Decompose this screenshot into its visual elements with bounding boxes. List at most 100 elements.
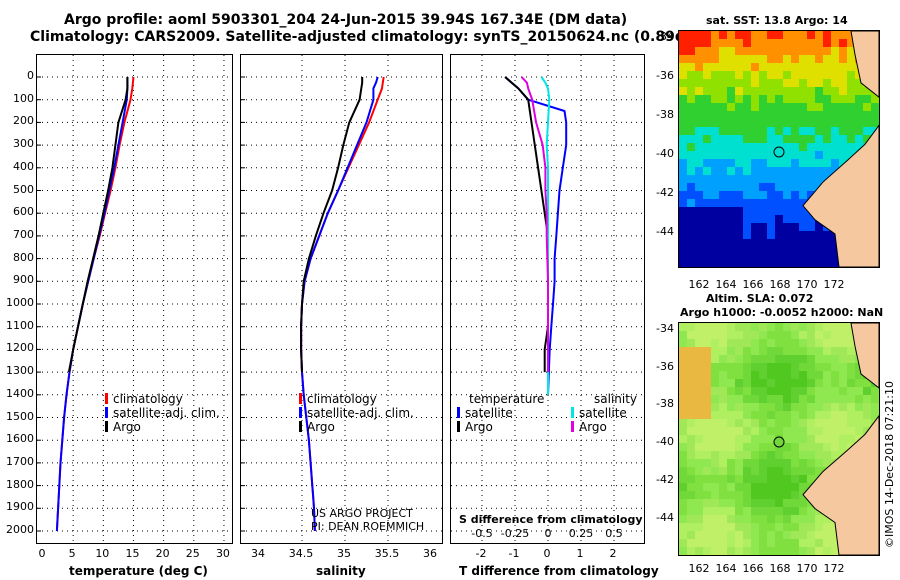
sst-cell — [847, 119, 855, 127]
sst-cell — [743, 207, 751, 215]
sst-cell — [823, 231, 831, 239]
sst-cell — [687, 215, 695, 223]
sla-cell — [751, 435, 759, 443]
sst-cell — [687, 47, 695, 55]
sst-cell — [799, 55, 807, 63]
sst-cell — [759, 167, 767, 175]
sla-cell — [743, 411, 751, 419]
sla-cell — [695, 379, 703, 387]
sst-cell — [799, 199, 807, 207]
sla-cell — [775, 355, 783, 363]
sst-cell — [711, 111, 719, 119]
sst-cell — [791, 159, 799, 167]
sst-cell — [783, 167, 791, 175]
sst-cell — [783, 63, 791, 71]
sst-cell — [791, 143, 799, 151]
sst-cell — [823, 71, 831, 79]
depth-tick-label: 1000 — [6, 296, 34, 309]
sst-cell — [863, 103, 871, 111]
sla-cell — [815, 411, 823, 419]
sst-cell — [775, 263, 783, 267]
sla-cell — [703, 539, 711, 547]
sla-cell — [703, 451, 711, 459]
sla-cell — [823, 395, 831, 403]
sla-cell — [719, 379, 727, 387]
sst-cell — [791, 167, 799, 175]
sst-cell — [695, 263, 703, 267]
sla-cell — [743, 539, 751, 547]
sst-cell — [807, 87, 815, 95]
sst-cell — [847, 39, 855, 47]
sla-cell — [807, 323, 815, 331]
sla-cell — [791, 499, 799, 507]
sla-cell — [767, 531, 775, 539]
sla-cell — [711, 539, 719, 547]
sst-cell — [727, 247, 735, 255]
sst-cell — [679, 95, 687, 103]
sst-cell — [695, 119, 703, 127]
sst-cell — [703, 31, 711, 39]
sla-cell — [695, 443, 703, 451]
sla-cell — [847, 411, 855, 419]
sst-cell — [719, 175, 727, 183]
sst-cell — [863, 95, 871, 103]
sst-cell — [791, 87, 799, 95]
sst-cell — [855, 111, 863, 119]
sla-cell — [719, 435, 727, 443]
sst-cell — [695, 239, 703, 247]
sst-cell — [687, 143, 695, 151]
sst-cell — [775, 103, 783, 111]
sst-cell — [767, 159, 775, 167]
sla-cell — [727, 459, 735, 467]
sst-cell — [695, 39, 703, 47]
sst-cell — [719, 103, 727, 111]
sla-cell — [871, 403, 879, 411]
sla-cell — [823, 411, 831, 419]
sla-cell — [703, 483, 711, 491]
sla-cell — [735, 379, 743, 387]
sla-cell — [799, 339, 807, 347]
sla-cell — [799, 403, 807, 411]
sla-cell — [775, 467, 783, 475]
sst-cell — [711, 55, 719, 63]
sla-cell — [791, 403, 799, 411]
sst-cell — [791, 47, 799, 55]
salinity-xtick-label: 36 — [423, 547, 437, 560]
sla-cell — [679, 339, 687, 347]
sla-cell — [775, 451, 783, 459]
sst-cell — [831, 63, 839, 71]
sst-cell — [823, 55, 831, 63]
sla-cell — [783, 323, 791, 331]
sst-cell — [687, 183, 695, 191]
sla-cell — [775, 459, 783, 467]
sst-cell — [719, 191, 727, 199]
sla-cell — [695, 523, 703, 531]
sst-cell — [775, 215, 783, 223]
sla-cell — [719, 475, 727, 483]
sst-cell — [711, 159, 719, 167]
sst-cell — [823, 111, 831, 119]
sla-cell — [687, 355, 695, 363]
land-mass — [802, 124, 879, 267]
sla-cell — [783, 395, 791, 403]
sst-cell — [751, 223, 759, 231]
sla-cell — [711, 339, 719, 347]
sst-cell — [799, 111, 807, 119]
sst-cell — [783, 103, 791, 111]
sst-cell — [719, 111, 727, 119]
sst-cell — [775, 199, 783, 207]
sla-cell — [703, 459, 711, 467]
sst-cell — [711, 175, 719, 183]
sla-cell — [711, 355, 719, 363]
sla-cell — [847, 323, 855, 331]
sst-cell — [775, 87, 783, 95]
sla-cell — [759, 491, 767, 499]
sst-cell — [727, 191, 735, 199]
sla-cell — [703, 547, 711, 555]
sst-cell — [839, 95, 847, 103]
sst-cell — [719, 135, 727, 143]
sst-cell — [855, 127, 863, 135]
sst-cell — [847, 143, 855, 151]
sla-cell — [695, 427, 703, 435]
sst-cell — [815, 103, 823, 111]
